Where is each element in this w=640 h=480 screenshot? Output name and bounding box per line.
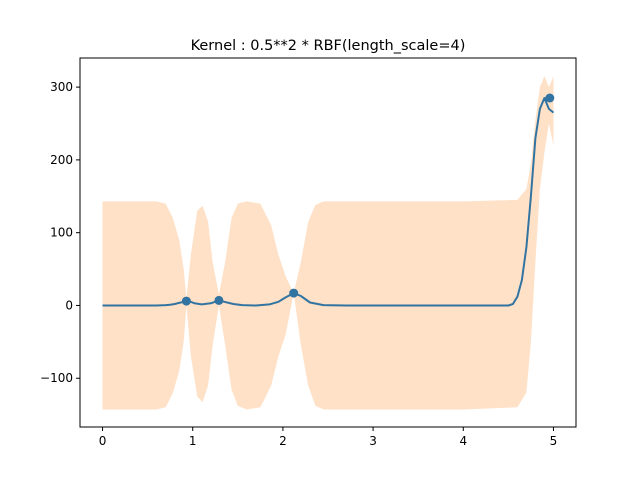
x-tick-label: 2 — [279, 434, 287, 448]
observation-point — [545, 93, 555, 103]
y-tick-label: 100 — [50, 226, 73, 240]
observation-point — [181, 296, 191, 306]
y-tick-label: −100 — [40, 371, 73, 385]
x-tick-label: 1 — [189, 434, 197, 448]
observation-point — [214, 295, 224, 305]
y-tick-label: 300 — [50, 80, 73, 94]
axes-frame — [79, 57, 577, 428]
x-tick-label: 3 — [369, 434, 377, 448]
plot-area — [102, 76, 555, 410]
observation-point — [289, 288, 299, 298]
x-tick-label: 0 — [99, 434, 107, 448]
x-tick-label: 5 — [550, 434, 558, 448]
axes: 0 1 2 3 4 5 −100 0 100 200 300 — [40, 57, 577, 448]
x-tick-label: 4 — [459, 434, 467, 448]
y-tick-label: 0 — [65, 298, 73, 312]
confidence-band — [102, 76, 554, 410]
y-tick-label: 200 — [50, 153, 73, 167]
chart-title: Kernel : 0.5**2 * RBF(length_scale=4) — [191, 38, 466, 54]
mean-prediction-line — [102, 97, 555, 307]
